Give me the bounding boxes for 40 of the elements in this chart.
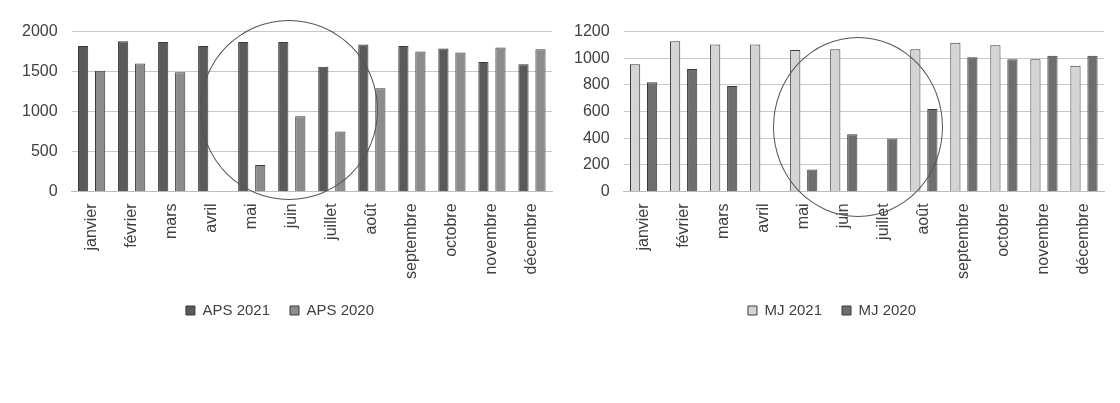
x-tick-label: juin [282,203,300,230]
x-tick-label: mai [794,203,812,230]
x-tick-label: février [122,202,140,248]
x-tick-label: mars [162,203,180,239]
x-tick-label: octobre [442,203,460,257]
x-tick-label: juillet [322,202,340,241]
legend-label: APS 2020 [306,300,375,318]
x-tick-label: avril [754,203,772,233]
x-tick-label: février [674,202,692,248]
y-tick-label: 2000 [22,22,58,40]
x-tick-label: janvier [634,202,652,252]
legend-label: MJ 2021 [764,300,823,318]
x-tick-label: octobre [994,203,1012,257]
y-tick-label: 400 [582,128,610,146]
y-tick-label: 1200 [574,22,610,40]
x-tick-label: août [914,202,932,235]
x-tick-label: septembre [954,203,972,279]
x-tick-label: septembre [402,203,420,279]
x-tick-label: juillet [874,202,892,241]
x-tick-label: décembre [522,203,540,275]
y-tick-label: 1000 [574,48,610,66]
y-tick-label: 800 [582,75,610,93]
y-tick-label: 1500 [22,61,58,79]
x-tick-label: mai [242,203,260,230]
legend-label: APS 2021 [202,300,271,318]
x-tick-label: janvier [82,202,100,252]
x-tick-label: décembre [1074,203,1092,275]
y-tick-label: 0 [48,181,58,199]
y-tick-label: 600 [582,101,610,119]
x-tick-label: mars [714,203,732,239]
y-tick-label: 200 [582,155,610,173]
x-tick-label: juin [834,203,852,230]
x-tick-label: novembre [482,203,500,275]
y-tick-label: 500 [30,141,58,159]
x-tick-label: avril [202,203,220,233]
x-tick-label: août [362,202,380,235]
legend-label: MJ 2020 [858,300,917,318]
x-tick-label: novembre [1034,203,1052,275]
y-tick-label: 1000 [22,101,58,119]
y-tick-label: 0 [600,181,610,199]
